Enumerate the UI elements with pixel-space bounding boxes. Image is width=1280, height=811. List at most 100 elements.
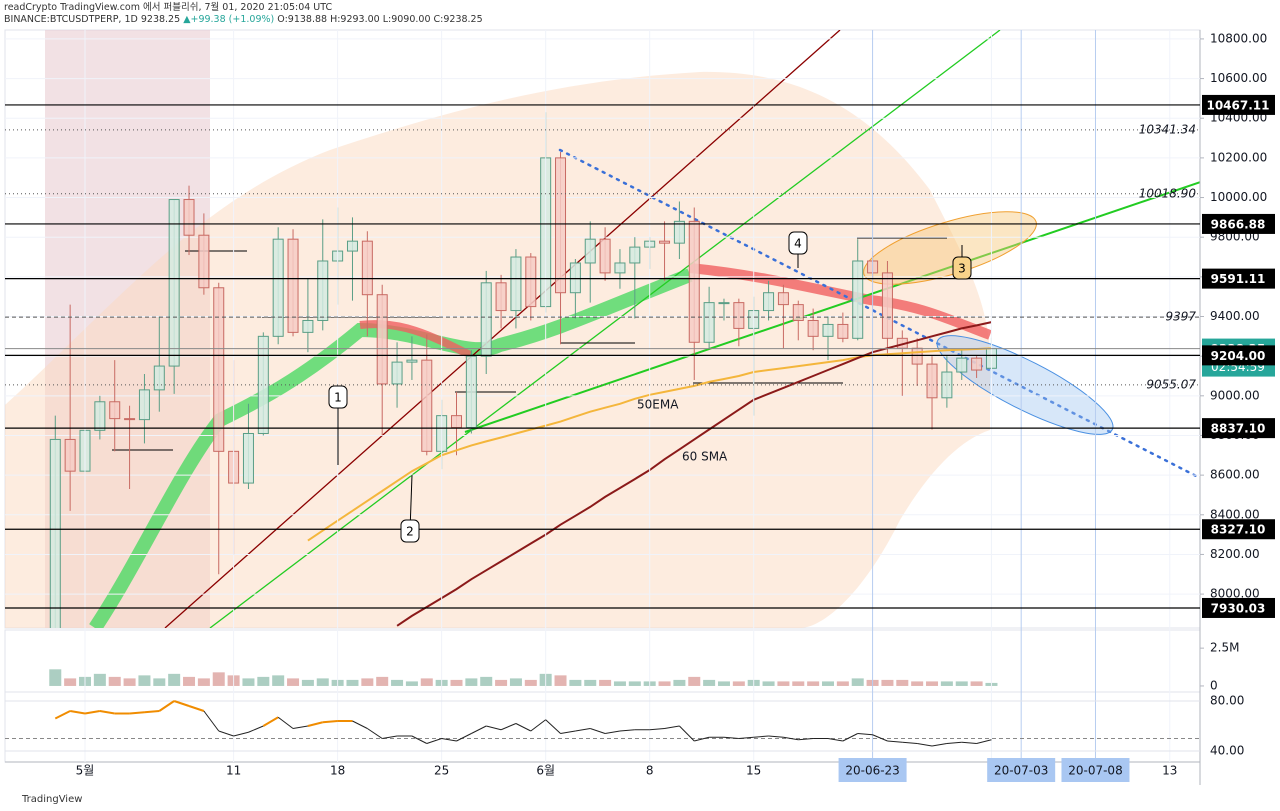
volume-bar bbox=[584, 679, 597, 686]
volume-bar bbox=[569, 679, 582, 686]
rsi-segment bbox=[158, 700, 175, 712]
rsi-segment bbox=[441, 738, 457, 742]
x-tick-label: 20-07-03 bbox=[994, 764, 1048, 778]
candle-body bbox=[659, 240, 671, 244]
rsi-segment bbox=[411, 735, 428, 744]
candle-body bbox=[822, 323, 834, 337]
y-tick-label: 9400.00 bbox=[1210, 309, 1260, 323]
candle-body bbox=[555, 157, 567, 294]
ohlc: O:9138.88 H:9293.00 L:9090.00 C:9238.25 bbox=[277, 14, 483, 25]
candle-body bbox=[777, 292, 789, 306]
volume-bar bbox=[613, 681, 626, 686]
candle-body bbox=[614, 262, 626, 274]
callout-label: 3 bbox=[958, 262, 966, 276]
rsi-segment bbox=[887, 740, 903, 743]
volume-bar bbox=[138, 675, 151, 686]
level-label: 9591.11 bbox=[1211, 272, 1266, 286]
level-label: 9866.88 bbox=[1211, 217, 1266, 231]
volume-bar bbox=[183, 676, 196, 686]
volume-bar bbox=[495, 679, 508, 686]
rsi-segment bbox=[619, 729, 635, 732]
candle-body bbox=[257, 335, 269, 434]
overlay-line bbox=[396, 321, 992, 627]
candle-body bbox=[629, 246, 641, 264]
candle-body bbox=[688, 220, 700, 343]
brand: TradingView bbox=[21, 794, 82, 805]
rsi-segment bbox=[560, 730, 576, 734]
rsi-segment bbox=[144, 710, 160, 714]
rsi-segment bbox=[367, 728, 383, 739]
volume-bar bbox=[896, 679, 909, 686]
candle-body bbox=[198, 234, 210, 289]
overlay-label: 50EMA bbox=[637, 398, 679, 412]
volume-bar bbox=[955, 681, 968, 686]
x-tick-label: 6월 bbox=[536, 764, 555, 778]
rsi-segment bbox=[426, 738, 442, 744]
callout-label: 4 bbox=[794, 237, 802, 251]
x-tick-label: 11 bbox=[226, 764, 241, 778]
volume-bar bbox=[108, 676, 121, 686]
candle-body bbox=[525, 256, 537, 308]
rsi-segment bbox=[188, 705, 205, 712]
level-box bbox=[1202, 519, 1275, 540]
volume-plot bbox=[49, 669, 998, 686]
candle-body bbox=[763, 292, 775, 312]
volume-bar bbox=[940, 681, 953, 686]
callout-box bbox=[400, 519, 420, 543]
candle-body bbox=[495, 282, 507, 312]
x-tick-label: 13 bbox=[1162, 764, 1177, 778]
candle-body bbox=[287, 238, 299, 333]
volume-bar bbox=[822, 681, 834, 686]
candle-body bbox=[911, 347, 923, 365]
trend-line bbox=[164, 30, 841, 628]
volume-bar bbox=[49, 669, 62, 686]
x-tick-label: 20-06-23 bbox=[845, 764, 899, 778]
volume-bar bbox=[970, 681, 983, 686]
rsi-segment bbox=[679, 725, 695, 742]
candle-body bbox=[138, 389, 150, 421]
callout-label: 2 bbox=[406, 525, 414, 539]
candle-body bbox=[346, 240, 358, 252]
rsi-segment bbox=[946, 741, 962, 744]
volume-bar bbox=[926, 681, 939, 686]
volume-bar bbox=[717, 681, 730, 686]
y-tick-label: 9000.00 bbox=[1210, 388, 1260, 402]
y-tick-label: 2.5M bbox=[1210, 641, 1239, 655]
level-label: 10018.90 bbox=[1139, 186, 1197, 200]
candle-body bbox=[569, 262, 581, 294]
volume-bar bbox=[881, 679, 894, 686]
level-box bbox=[1202, 268, 1275, 289]
candle-body bbox=[733, 302, 745, 329]
level-label: 8837.10 bbox=[1211, 422, 1266, 436]
rsi-segment bbox=[84, 710, 101, 715]
change: ▲+99.38 (+1.09%) bbox=[183, 14, 275, 25]
candle-body bbox=[213, 287, 225, 452]
rsi-segment bbox=[664, 725, 680, 729]
candle-body bbox=[317, 260, 329, 321]
rsi-segment bbox=[248, 725, 264, 733]
symbol: BINANCE:BTCUSDTPERP, 1D bbox=[4, 14, 138, 25]
volume-bar bbox=[509, 678, 522, 686]
volume-bar bbox=[316, 678, 329, 686]
candle-body bbox=[584, 238, 596, 264]
candle-body bbox=[302, 319, 314, 333]
y-tick-label: 10600.00 bbox=[1210, 71, 1267, 85]
volume-bar bbox=[197, 678, 210, 686]
date-highlight bbox=[987, 758, 1056, 782]
rsi-segment bbox=[590, 728, 606, 734]
volume-bar bbox=[93, 673, 106, 686]
volume-bar bbox=[361, 678, 374, 686]
rsi-segment bbox=[545, 719, 561, 734]
volume-bar bbox=[688, 676, 701, 686]
volume-bar bbox=[836, 681, 849, 686]
volume-bar bbox=[376, 676, 389, 686]
rsi-segment bbox=[322, 720, 338, 724]
rsi-segment bbox=[486, 725, 502, 731]
rsi-segment bbox=[798, 738, 814, 741]
candle-body bbox=[673, 220, 685, 244]
candle-body bbox=[956, 357, 968, 373]
rsi-segment bbox=[382, 735, 398, 739]
level-box bbox=[1202, 345, 1275, 366]
volume-bar bbox=[168, 673, 181, 686]
